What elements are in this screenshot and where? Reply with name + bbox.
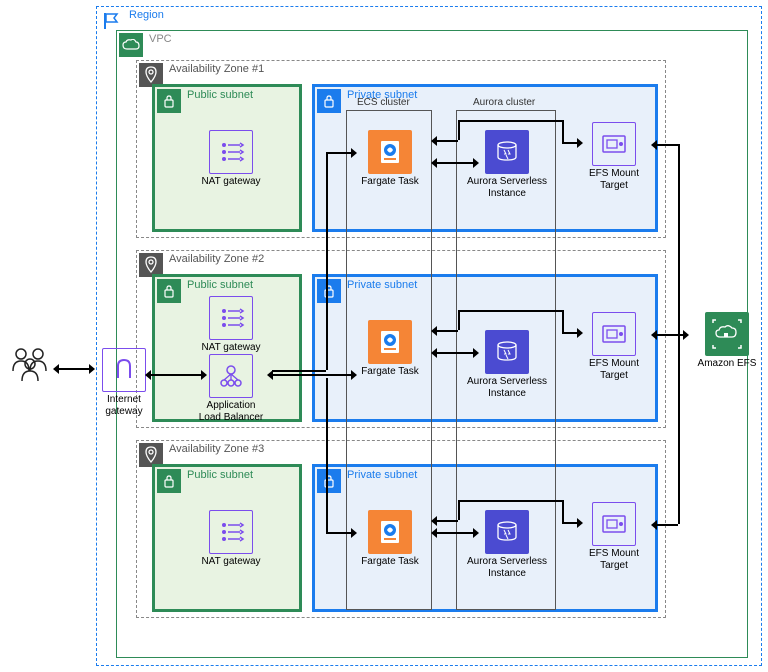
fargate-label: Fargate Task (358, 366, 422, 378)
arrow (272, 374, 352, 376)
public-subnet-label: Public subnet (187, 279, 253, 291)
arrow (272, 370, 326, 372)
arrow (458, 500, 460, 520)
alb-label: Application Load Balancer (196, 400, 266, 424)
efs-mt-3: EFS Mount Target (574, 502, 654, 572)
arrow (326, 532, 352, 534)
arrow (436, 140, 458, 142)
arrow (326, 152, 328, 370)
public-subnet-label: Public subnet (187, 89, 253, 101)
efs-label: Amazon EFS (692, 358, 762, 370)
efs-mt-label: EFS Mount Target (574, 358, 654, 382)
vpc-cloud-icon (119, 33, 143, 57)
fargate-label: Fargate Task (358, 176, 422, 188)
arrow (562, 142, 578, 144)
arrow (58, 368, 90, 370)
nat-gateway-2: NAT gateway (196, 296, 266, 354)
az2-label: Availability Zone #2 (169, 253, 264, 265)
arrow (458, 500, 562, 502)
lock-icon (317, 89, 341, 113)
nat-gateway-1: NAT gateway (196, 130, 266, 188)
fargate-2: Fargate Task (358, 320, 422, 378)
amazon-efs: Amazon EFS (692, 312, 762, 370)
arrow (562, 332, 578, 334)
arrow (562, 500, 564, 522)
aurora-cluster-label: Aurora cluster (473, 97, 535, 108)
lock-icon (317, 469, 341, 493)
arrow (656, 334, 684, 336)
arrow (458, 120, 562, 122)
arrow (436, 352, 474, 354)
efs-mt-2: EFS Mount Target (574, 312, 654, 382)
arrow (436, 330, 458, 332)
arrow (678, 334, 680, 524)
arrow (436, 520, 458, 522)
arrow (436, 162, 474, 164)
arrow (562, 522, 578, 524)
fargate-1: Fargate Task (358, 130, 422, 188)
efs-mt-1: EFS Mount Target (574, 122, 654, 192)
fargate-label: Fargate Task (358, 556, 422, 568)
az3-label: Availability Zone #3 (169, 443, 264, 455)
arrow (458, 120, 460, 140)
arrow (678, 144, 680, 334)
aurora-label: Aurora Serverless Instance (462, 176, 552, 200)
public-subnet-label: Public subnet (187, 469, 253, 481)
arrow (656, 524, 678, 526)
arrow (562, 120, 564, 142)
arrow (436, 532, 474, 534)
lock-icon (157, 469, 181, 493)
nat-gateway-3: NAT gateway (196, 510, 266, 568)
users-icon (8, 346, 52, 385)
aurora-label: Aurora Serverless Instance (462, 376, 552, 400)
efs-mt-label: EFS Mount Target (574, 168, 654, 192)
arrow (458, 310, 460, 330)
arrow (562, 310, 564, 332)
lock-icon (157, 279, 181, 303)
aurora-2: Aurora Serverless Instance (462, 330, 552, 400)
aurora-3: Aurora Serverless Instance (462, 510, 552, 580)
internet-gateway: Internet gateway (96, 348, 152, 418)
arrow (150, 374, 202, 376)
ecs-cluster-label: ECS cluster (357, 97, 410, 108)
arrow (656, 144, 678, 146)
arrow (326, 378, 328, 532)
lock-icon (317, 279, 341, 303)
alb: Application Load Balancer (196, 354, 266, 424)
aurora-label: Aurora Serverless Instance (462, 556, 552, 580)
fargate-3: Fargate Task (358, 510, 422, 568)
nat-label: NAT gateway (196, 176, 266, 188)
efs-mt-label: EFS Mount Target (574, 548, 654, 572)
arrow (458, 310, 562, 312)
az1-label: Availability Zone #1 (169, 63, 264, 75)
arrow (326, 152, 352, 154)
lock-icon (157, 89, 181, 113)
vpc-label: VPC (149, 33, 172, 45)
region-label: Region (129, 9, 164, 21)
nat-label: NAT gateway (196, 556, 266, 568)
igw-label: Internet gateway (96, 394, 152, 418)
nat-label: NAT gateway (196, 342, 266, 354)
